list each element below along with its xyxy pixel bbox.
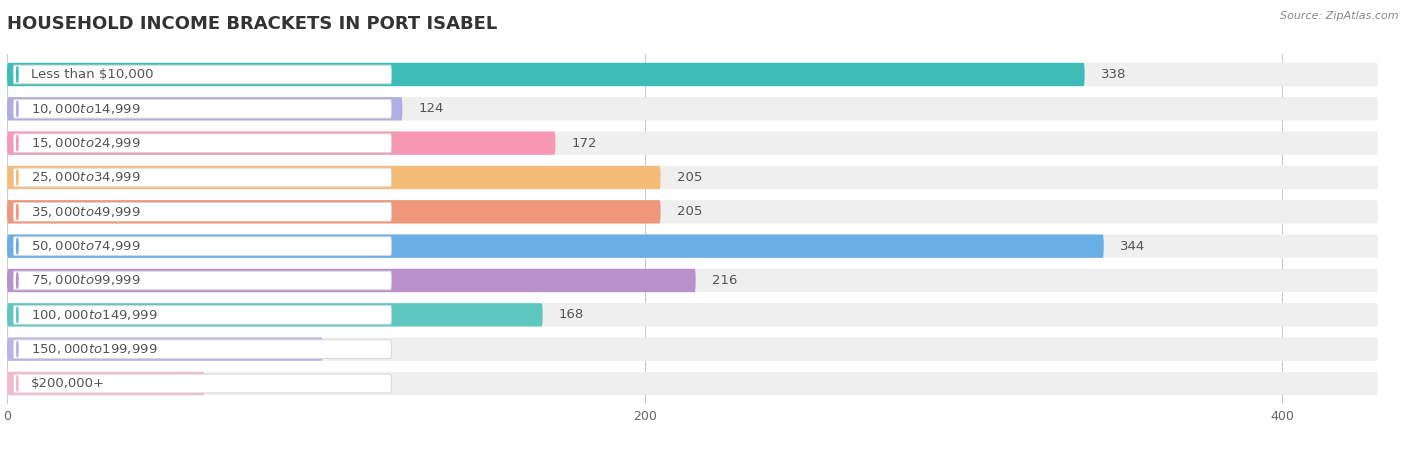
FancyBboxPatch shape [7,338,1378,361]
FancyBboxPatch shape [14,202,391,221]
FancyBboxPatch shape [7,97,402,120]
FancyBboxPatch shape [14,134,391,153]
Text: $50,000 to $74,999: $50,000 to $74,999 [31,239,141,253]
Circle shape [17,170,18,185]
FancyBboxPatch shape [7,63,1084,86]
Text: 205: 205 [676,205,702,218]
FancyBboxPatch shape [7,338,322,361]
Circle shape [17,238,18,254]
FancyBboxPatch shape [7,303,543,326]
Circle shape [17,66,18,82]
FancyBboxPatch shape [14,305,391,324]
Circle shape [17,376,18,392]
FancyBboxPatch shape [7,269,696,292]
Text: 344: 344 [1119,240,1144,253]
FancyBboxPatch shape [7,269,1378,292]
Text: Less than $10,000: Less than $10,000 [31,68,153,81]
Text: $75,000 to $99,999: $75,000 to $99,999 [31,273,141,287]
Text: 216: 216 [711,274,737,287]
FancyBboxPatch shape [7,97,1378,120]
FancyBboxPatch shape [14,65,391,84]
Circle shape [17,204,18,220]
FancyBboxPatch shape [14,271,391,290]
FancyBboxPatch shape [14,100,391,118]
FancyBboxPatch shape [14,374,391,393]
Text: 124: 124 [419,102,444,115]
Text: 62: 62 [221,377,238,390]
Text: $15,000 to $24,999: $15,000 to $24,999 [31,136,141,150]
FancyBboxPatch shape [7,166,1378,189]
Text: $25,000 to $34,999: $25,000 to $34,999 [31,171,141,185]
FancyBboxPatch shape [7,234,1378,258]
Text: $100,000 to $149,999: $100,000 to $149,999 [31,308,157,322]
FancyBboxPatch shape [14,340,391,358]
FancyBboxPatch shape [7,200,661,224]
Circle shape [17,341,18,357]
FancyBboxPatch shape [7,234,1104,258]
Circle shape [17,273,18,288]
FancyBboxPatch shape [7,63,1378,86]
FancyBboxPatch shape [7,200,1378,224]
FancyBboxPatch shape [7,132,555,155]
Text: HOUSEHOLD INCOME BRACKETS IN PORT ISABEL: HOUSEHOLD INCOME BRACKETS IN PORT ISABEL [7,15,498,33]
Text: $35,000 to $49,999: $35,000 to $49,999 [31,205,141,219]
FancyBboxPatch shape [7,303,1378,326]
Text: $10,000 to $14,999: $10,000 to $14,999 [31,102,141,116]
Text: 338: 338 [1101,68,1126,81]
Text: 168: 168 [558,308,583,321]
Circle shape [17,101,18,117]
Text: $200,000+: $200,000+ [31,377,105,390]
FancyBboxPatch shape [7,132,1378,155]
FancyBboxPatch shape [14,237,391,255]
FancyBboxPatch shape [7,372,205,395]
Text: Source: ZipAtlas.com: Source: ZipAtlas.com [1281,11,1399,21]
Circle shape [17,307,18,323]
FancyBboxPatch shape [7,372,1378,395]
Text: $150,000 to $199,999: $150,000 to $199,999 [31,342,157,356]
FancyBboxPatch shape [14,168,391,187]
Text: 172: 172 [571,136,596,150]
Text: 99: 99 [339,343,356,356]
Circle shape [17,135,18,151]
Text: 205: 205 [676,171,702,184]
FancyBboxPatch shape [7,166,661,189]
